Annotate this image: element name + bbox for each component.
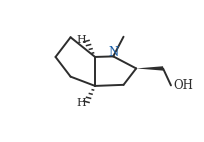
Text: H: H xyxy=(76,98,86,108)
Polygon shape xyxy=(136,66,163,71)
Text: OH: OH xyxy=(174,79,194,92)
Text: H: H xyxy=(76,35,86,45)
Text: N: N xyxy=(109,46,119,59)
